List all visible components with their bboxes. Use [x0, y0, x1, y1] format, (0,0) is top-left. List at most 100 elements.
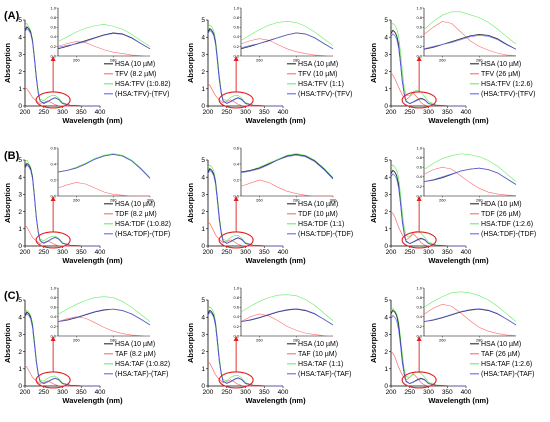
legend-label-3: HSA:TFV (1:1): [298, 81, 344, 88]
inset-background: [58, 8, 150, 56]
y-tick-label: 5: [384, 297, 388, 304]
series-line-3: [24, 159, 101, 247]
y-tick-label: 3: [384, 52, 388, 59]
y-axis-label: Absorption: [186, 323, 195, 363]
x-tick-label: 300: [57, 389, 68, 396]
legend-label-3: HSA:TAF (1:2.6): [481, 361, 532, 368]
legend-label-1: HDA (10 µM): [481, 201, 522, 208]
legend-label-1: HSA (10 µM): [115, 201, 155, 208]
y-tick-label: 4: [201, 174, 205, 181]
inset-series-line-3: [57, 24, 151, 47]
highlight-ellipse: [218, 371, 254, 389]
inset-y-tick-label: 1.0: [416, 5, 422, 10]
inset-y-tick-label: 0.2: [233, 44, 239, 49]
y-tick-label: 5: [201, 17, 205, 24]
legend-label-1: HSA (10 µM): [481, 61, 521, 68]
inset-x-tick-label: 260: [439, 338, 446, 343]
inset-y-tick-label: 1.0: [233, 285, 239, 290]
highlight-arrowhead: [416, 196, 422, 201]
x-tick-label: 400: [278, 249, 289, 256]
legend-label-3: HSA:TDF (1:1): [298, 221, 344, 228]
inset-y-tick-label: 0.0: [416, 333, 422, 338]
inset-x-tick-label: 260: [73, 198, 80, 203]
y-tick-label: 3: [18, 52, 22, 59]
inset-y-tick-label: 0.8: [233, 15, 239, 20]
y-tick-label: 2: [18, 69, 22, 76]
x-tick-label: 350: [76, 389, 87, 396]
y-tick-label: 0: [18, 243, 22, 250]
y-tick-label: 1: [18, 86, 22, 93]
y-tick-label: 4: [201, 34, 205, 41]
y-tick-label: 1: [384, 86, 388, 93]
inset-background: [241, 288, 333, 336]
y-tick-label: 5: [18, 297, 22, 304]
series-line-3: [207, 306, 284, 387]
legend-label-2: TAF (26 µM): [481, 351, 520, 358]
y-tick-label: 0: [18, 383, 22, 390]
inset-y-tick-label: 0.2: [50, 324, 56, 329]
y-tick-label: 0: [18, 103, 22, 110]
inset-y-tick-label: 1.0: [416, 145, 422, 150]
x-tick-label: 350: [442, 389, 453, 396]
inset-series-line-3: [423, 11, 517, 45]
inset-background: [424, 8, 516, 56]
x-tick-label: 200: [203, 109, 214, 116]
inset-y-tick-label: 0.2: [416, 324, 422, 329]
inset-y-tick-label: 0.6: [233, 25, 239, 30]
series-line-4: [390, 314, 467, 387]
x-axis-label: Wavelength (nm): [245, 256, 306, 265]
inset-series-line-2: [57, 182, 150, 197]
inset-y-tick-label: 0.8: [416, 295, 422, 300]
x-axis-label: Wavelength (nm): [428, 396, 489, 405]
y-tick-label: 1: [384, 226, 388, 233]
series-line-2: [207, 361, 283, 387]
legend-label-3: HSA:TFV (1:0.82): [115, 81, 171, 88]
inset-x-tick-label: 280: [476, 58, 483, 63]
inset-x-tick-label: 280: [293, 198, 300, 203]
legend-label-3: HSA:TDF (1:2.6): [481, 221, 533, 228]
series-line-2: [390, 73, 467, 107]
series-line-3: [207, 164, 284, 247]
y-axis-label: Absorption: [186, 183, 195, 223]
inset-x-tick-label: 260: [439, 198, 446, 203]
y-tick-label: 2: [201, 209, 205, 216]
series-line-2: [207, 221, 283, 247]
inset-y-tick-label: 1.0: [416, 285, 422, 290]
y-axis-label: Absorption: [3, 183, 12, 223]
y-tick-label: 0: [384, 103, 388, 110]
x-tick-label: 400: [95, 389, 106, 396]
y-tick-label: 1: [384, 366, 388, 373]
inset-y-tick-label: 1.0: [50, 5, 56, 10]
x-tick-label: 350: [76, 109, 87, 116]
inset-x-tick-label: 280: [293, 58, 300, 63]
legend-label-3: HSA:TAF (1:0.82): [115, 361, 170, 368]
legend-label-1: HSA (10 µM): [481, 341, 521, 348]
inset-series-line-4: [57, 308, 151, 326]
x-tick-label: 250: [404, 389, 415, 396]
x-tick-label: 200: [20, 109, 31, 116]
inset-x-tick-label: 280: [293, 338, 300, 343]
legend-label-2: TFV (8.2 µM): [115, 71, 156, 78]
inset-y-tick-label: 0.6: [50, 25, 56, 30]
inset-y-tick-label: 1.0: [233, 5, 239, 10]
legend-label-4: (HSA:TAF)-(TAF): [481, 371, 534, 378]
legend-label-1: HSA (10 µM): [298, 341, 338, 348]
series-line-4: [24, 164, 101, 247]
x-axis-label: Wavelength (nm): [62, 116, 123, 125]
series-line-4: [207, 29, 284, 107]
inset-series-line-3: [423, 291, 517, 322]
y-tick-label: 3: [201, 52, 205, 59]
y-tick-label: 4: [18, 314, 22, 321]
inset-x-tick-label: 280: [476, 338, 483, 343]
inset-y-tick-label: 0.8: [416, 15, 422, 20]
highlight-arrowhead: [50, 336, 56, 341]
legend-label-1: HSA (10 µM): [298, 201, 338, 208]
y-tick-label: 0: [201, 383, 205, 390]
y-tick-label: 5: [201, 297, 205, 304]
x-tick-label: 300: [240, 249, 251, 256]
x-axis-label: Wavelength (nm): [62, 256, 123, 265]
inset-y-tick-label: 0.0: [50, 333, 56, 338]
y-tick-label: 0: [384, 243, 388, 250]
inset-series-line-1: [240, 153, 334, 179]
